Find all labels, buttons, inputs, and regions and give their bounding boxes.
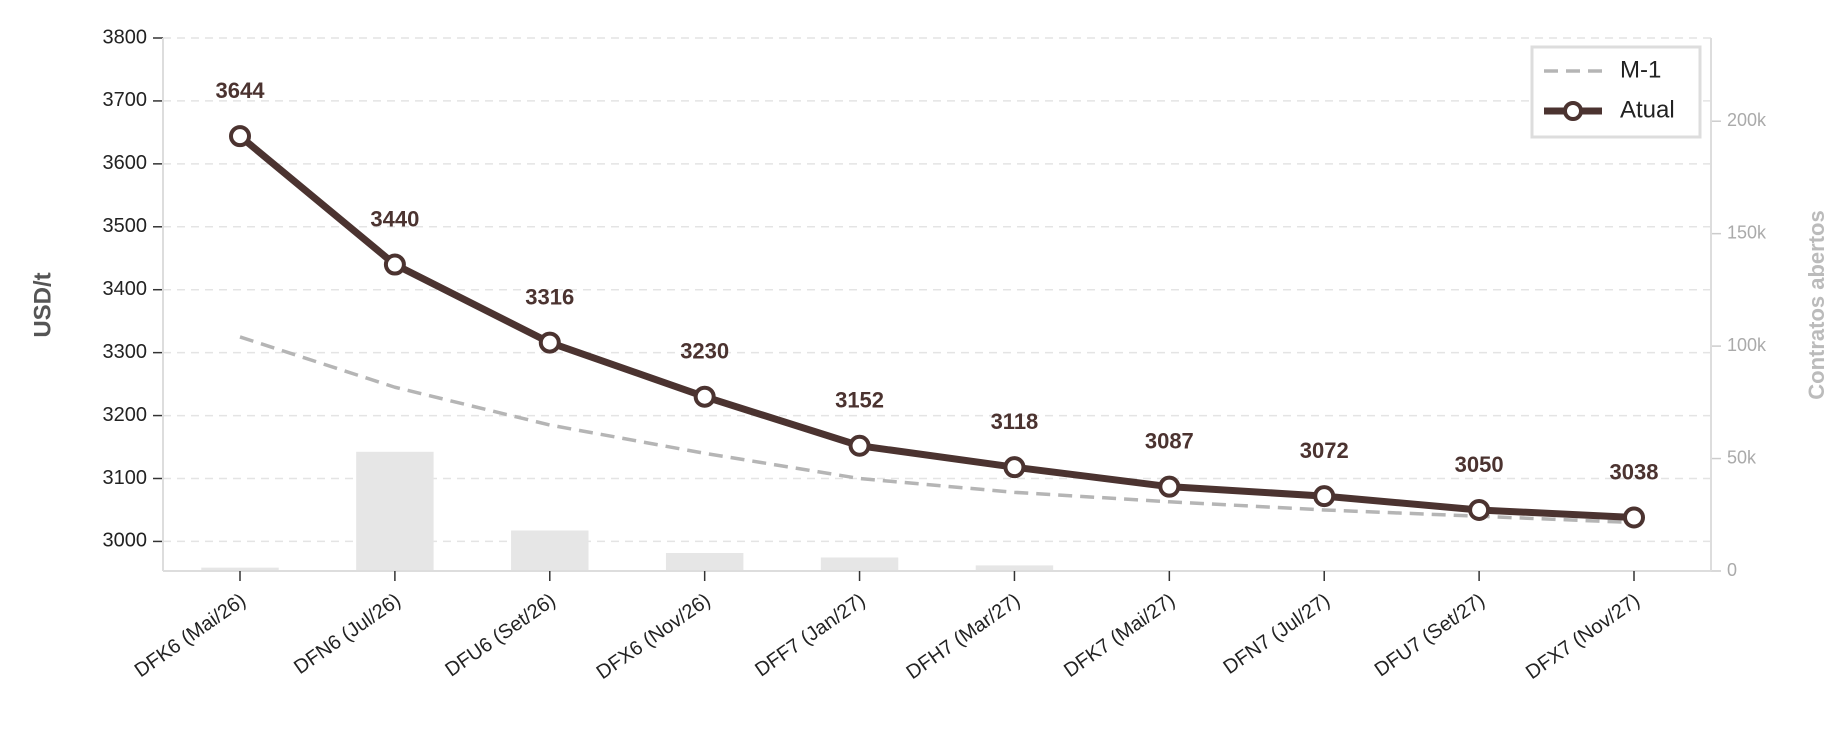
y-tick-label: 3200 bbox=[103, 404, 148, 426]
y2-tick-label: 50k bbox=[1727, 447, 1757, 467]
value-label: 3050 bbox=[1455, 452, 1504, 477]
bar bbox=[665, 553, 744, 571]
x-tick-label: DFN7 (Jul/27) bbox=[1220, 589, 1335, 678]
bar bbox=[820, 557, 899, 571]
point bbox=[848, 434, 871, 457]
x-tick-label: DFU7 (Set/27) bbox=[1371, 589, 1489, 681]
x-tick-label: DFK7 (Mai/27) bbox=[1060, 589, 1179, 682]
point bbox=[1623, 506, 1645, 529]
y-tick-label: 3500 bbox=[103, 215, 148, 237]
y-tick-label: 3600 bbox=[103, 152, 148, 174]
legend-marker bbox=[1563, 101, 1583, 121]
legend-label: M-1 bbox=[1620, 56, 1661, 83]
y2-tick-label: 150k bbox=[1727, 222, 1767, 242]
value-label: 3087 bbox=[1145, 428, 1194, 453]
bar bbox=[511, 530, 589, 571]
value-label: 3152 bbox=[835, 388, 884, 413]
x-tick-label: DFX6 (Nov/26) bbox=[593, 589, 715, 684]
y2-axis-label: Contratos abertos bbox=[1804, 210, 1829, 399]
value-label: 3118 bbox=[991, 409, 1039, 434]
bar bbox=[975, 565, 1054, 571]
legend-label: Atual bbox=[1620, 96, 1675, 123]
value-label: 3440 bbox=[370, 206, 419, 231]
line bbox=[237, 133, 1635, 522]
y-tick-label: 3700 bbox=[103, 89, 148, 111]
line bbox=[239, 335, 1635, 525]
y-axis-label: USD/t bbox=[29, 272, 56, 337]
point bbox=[229, 125, 251, 148]
y2-tick-label: 0 bbox=[1727, 560, 1737, 580]
bar bbox=[201, 567, 279, 571]
y2-tick-label: 100k bbox=[1727, 335, 1767, 355]
y2-tick-label: 200k bbox=[1727, 110, 1767, 130]
x-tick-label: DFH7 (Mar/27) bbox=[902, 589, 1024, 684]
value-label: 3316 bbox=[525, 284, 574, 309]
y-tick-label: 3000 bbox=[103, 530, 148, 552]
x-tick-label: DFU6 (Set/26) bbox=[441, 589, 559, 681]
point bbox=[1313, 485, 1336, 508]
legend-box bbox=[1530, 45, 1702, 139]
value-label: 3644 bbox=[216, 78, 266, 103]
y-tick-label: 3400 bbox=[103, 278, 148, 300]
x-tick-label: DFX7 (Nov/27) bbox=[1522, 589, 1644, 684]
y-tick-label: 3300 bbox=[103, 341, 148, 363]
y-tick-label: 3800 bbox=[103, 26, 148, 48]
value-label: 3072 bbox=[1300, 438, 1349, 463]
point bbox=[1158, 475, 1181, 498]
point bbox=[693, 385, 716, 408]
point bbox=[383, 253, 406, 276]
y-tick-label: 3100 bbox=[103, 467, 148, 489]
bar bbox=[356, 451, 434, 571]
point bbox=[1468, 498, 1491, 521]
x-tick-label: DFK6 (Mai/26) bbox=[131, 589, 250, 682]
x-tick-label: DFF7 (Jan/27) bbox=[751, 589, 869, 681]
value-label: 3038 bbox=[1610, 459, 1659, 484]
point bbox=[538, 331, 561, 354]
point bbox=[1003, 456, 1026, 479]
x-tick-label: DFN6 (Jul/26) bbox=[290, 589, 405, 678]
value-label: 3230 bbox=[680, 339, 729, 364]
